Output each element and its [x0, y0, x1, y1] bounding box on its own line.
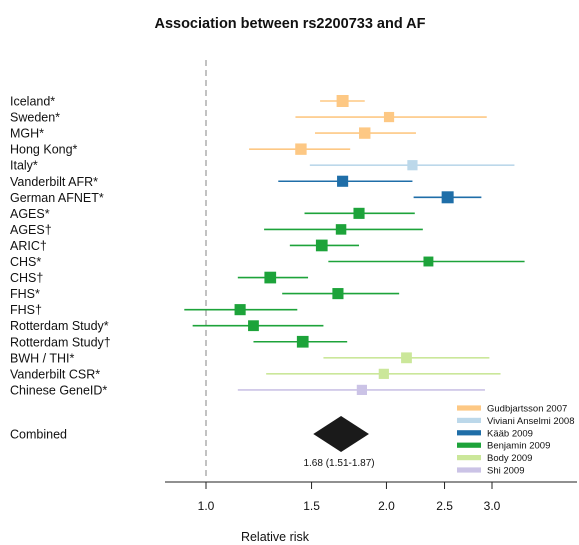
x-axis-label: Relative risk — [241, 530, 310, 544]
study-label-fhs: FHS† — [10, 303, 42, 317]
combined-label: Combined — [10, 428, 67, 442]
point-estimate-iceland — [336, 95, 349, 107]
study-label-rotterdam-study: Rotterdam Study* — [10, 319, 109, 333]
study-label-vanderbilt-csr: Vanderbilt CSR* — [10, 367, 100, 381]
point-estimate-german-afnet — [441, 191, 454, 204]
study-label-rotterdam-study: Rotterdam Study† — [10, 335, 111, 349]
combined-estimate: Combined 1.68 (1.51-1.87) — [10, 416, 375, 469]
study-label-german-afnet: German AFNET* — [10, 191, 104, 205]
point-estimate-chinese-geneid — [356, 384, 367, 395]
legend-swatch-viviani-anselmi-2008 — [457, 417, 481, 423]
point-estimate-fhs — [332, 288, 344, 300]
legend-label-kaab-2009: Kääb 2009 — [487, 428, 533, 439]
study-label-chs: CHS† — [10, 271, 43, 285]
point-estimate-bwh-thi — [401, 352, 412, 364]
x-tick-label-2-0: 2.0 — [378, 499, 395, 513]
point-estimate-ages — [335, 224, 347, 235]
legend-swatch-body-2009 — [457, 455, 481, 461]
x-tick-label-1-5: 1.5 — [303, 499, 320, 513]
legend-label-body-2009: Body 2009 — [487, 453, 532, 464]
point-estimate-mgh — [359, 127, 371, 139]
study-labels: Iceland* Sweden* MGH* Hong Kong* Italy* Vande… — [10, 95, 111, 398]
study-label-mgh: MGH* — [10, 127, 44, 141]
study-label-aric: ARIC† — [10, 239, 47, 253]
study-label-sweden: Sweden* — [10, 111, 60, 125]
point-estimate-hong-kong — [295, 143, 307, 155]
study-label-vanderbilt-afr: Vanderbilt AFR* — [10, 175, 98, 189]
point-estimate-chs — [264, 271, 277, 284]
legend-label-benjamin-2009: Benjamin 2009 — [487, 441, 550, 452]
legend-swatch-benjamin-2009 — [457, 442, 481, 448]
study-label-ages: AGES* — [10, 207, 50, 221]
x-tick-label-3-0: 3.0 — [484, 499, 501, 513]
chart-title: Association between rs2200733 and AF — [154, 16, 425, 32]
point-estimate-vanderbilt-afr — [337, 175, 349, 187]
study-label-bwh-thi: BWH / THI* — [10, 351, 74, 365]
point-estimate-rotterdam-study — [296, 335, 309, 348]
x-tick-label-1-0: 1.0 — [198, 499, 215, 513]
confidence-intervals — [184, 95, 525, 395]
point-estimate-aric — [315, 239, 328, 252]
combined-diamond — [313, 416, 369, 452]
study-label-fhs: FHS* — [10, 287, 40, 301]
point-estimate-chs — [423, 256, 434, 267]
legend-label-shi-2009: Shi 2009 — [487, 466, 525, 477]
point-estimate-fhs — [234, 304, 246, 316]
x-tick-label-2-5: 2.5 — [436, 499, 453, 513]
legend-label-viviani-anselmi-2008: Viviani Anselmi 2008 — [487, 416, 575, 427]
point-estimate-ages — [353, 207, 365, 219]
x-axis: 1.0 1.5 2.0 2.5 3.0 — [198, 482, 501, 513]
combined-value: 1.68 (1.51-1.87) — [303, 458, 374, 469]
study-label-hong-kong: Hong Kong* — [10, 143, 78, 157]
study-label-iceland: Iceland* — [10, 95, 55, 109]
study-label-italy: Italy* — [10, 159, 38, 173]
legend-swatch-shi-2009 — [457, 467, 481, 473]
point-estimate-vanderbilt-csr — [378, 368, 389, 379]
study-label-chinese-geneid: Chinese GeneID* — [10, 383, 107, 397]
legend-label-gudbjartsson-2007: Gudbjartsson 2007 — [487, 404, 567, 415]
point-estimate-sweden — [383, 111, 395, 123]
legend-swatch-gudbjartsson-2007 — [457, 405, 481, 411]
point-estimate-rotterdam-study — [248, 320, 259, 332]
point-estimate-italy — [407, 160, 418, 171]
legend-swatch-kaab-2009 — [457, 430, 481, 436]
study-label-ages: AGES† — [10, 223, 52, 237]
study-label-chs: CHS* — [10, 255, 41, 269]
